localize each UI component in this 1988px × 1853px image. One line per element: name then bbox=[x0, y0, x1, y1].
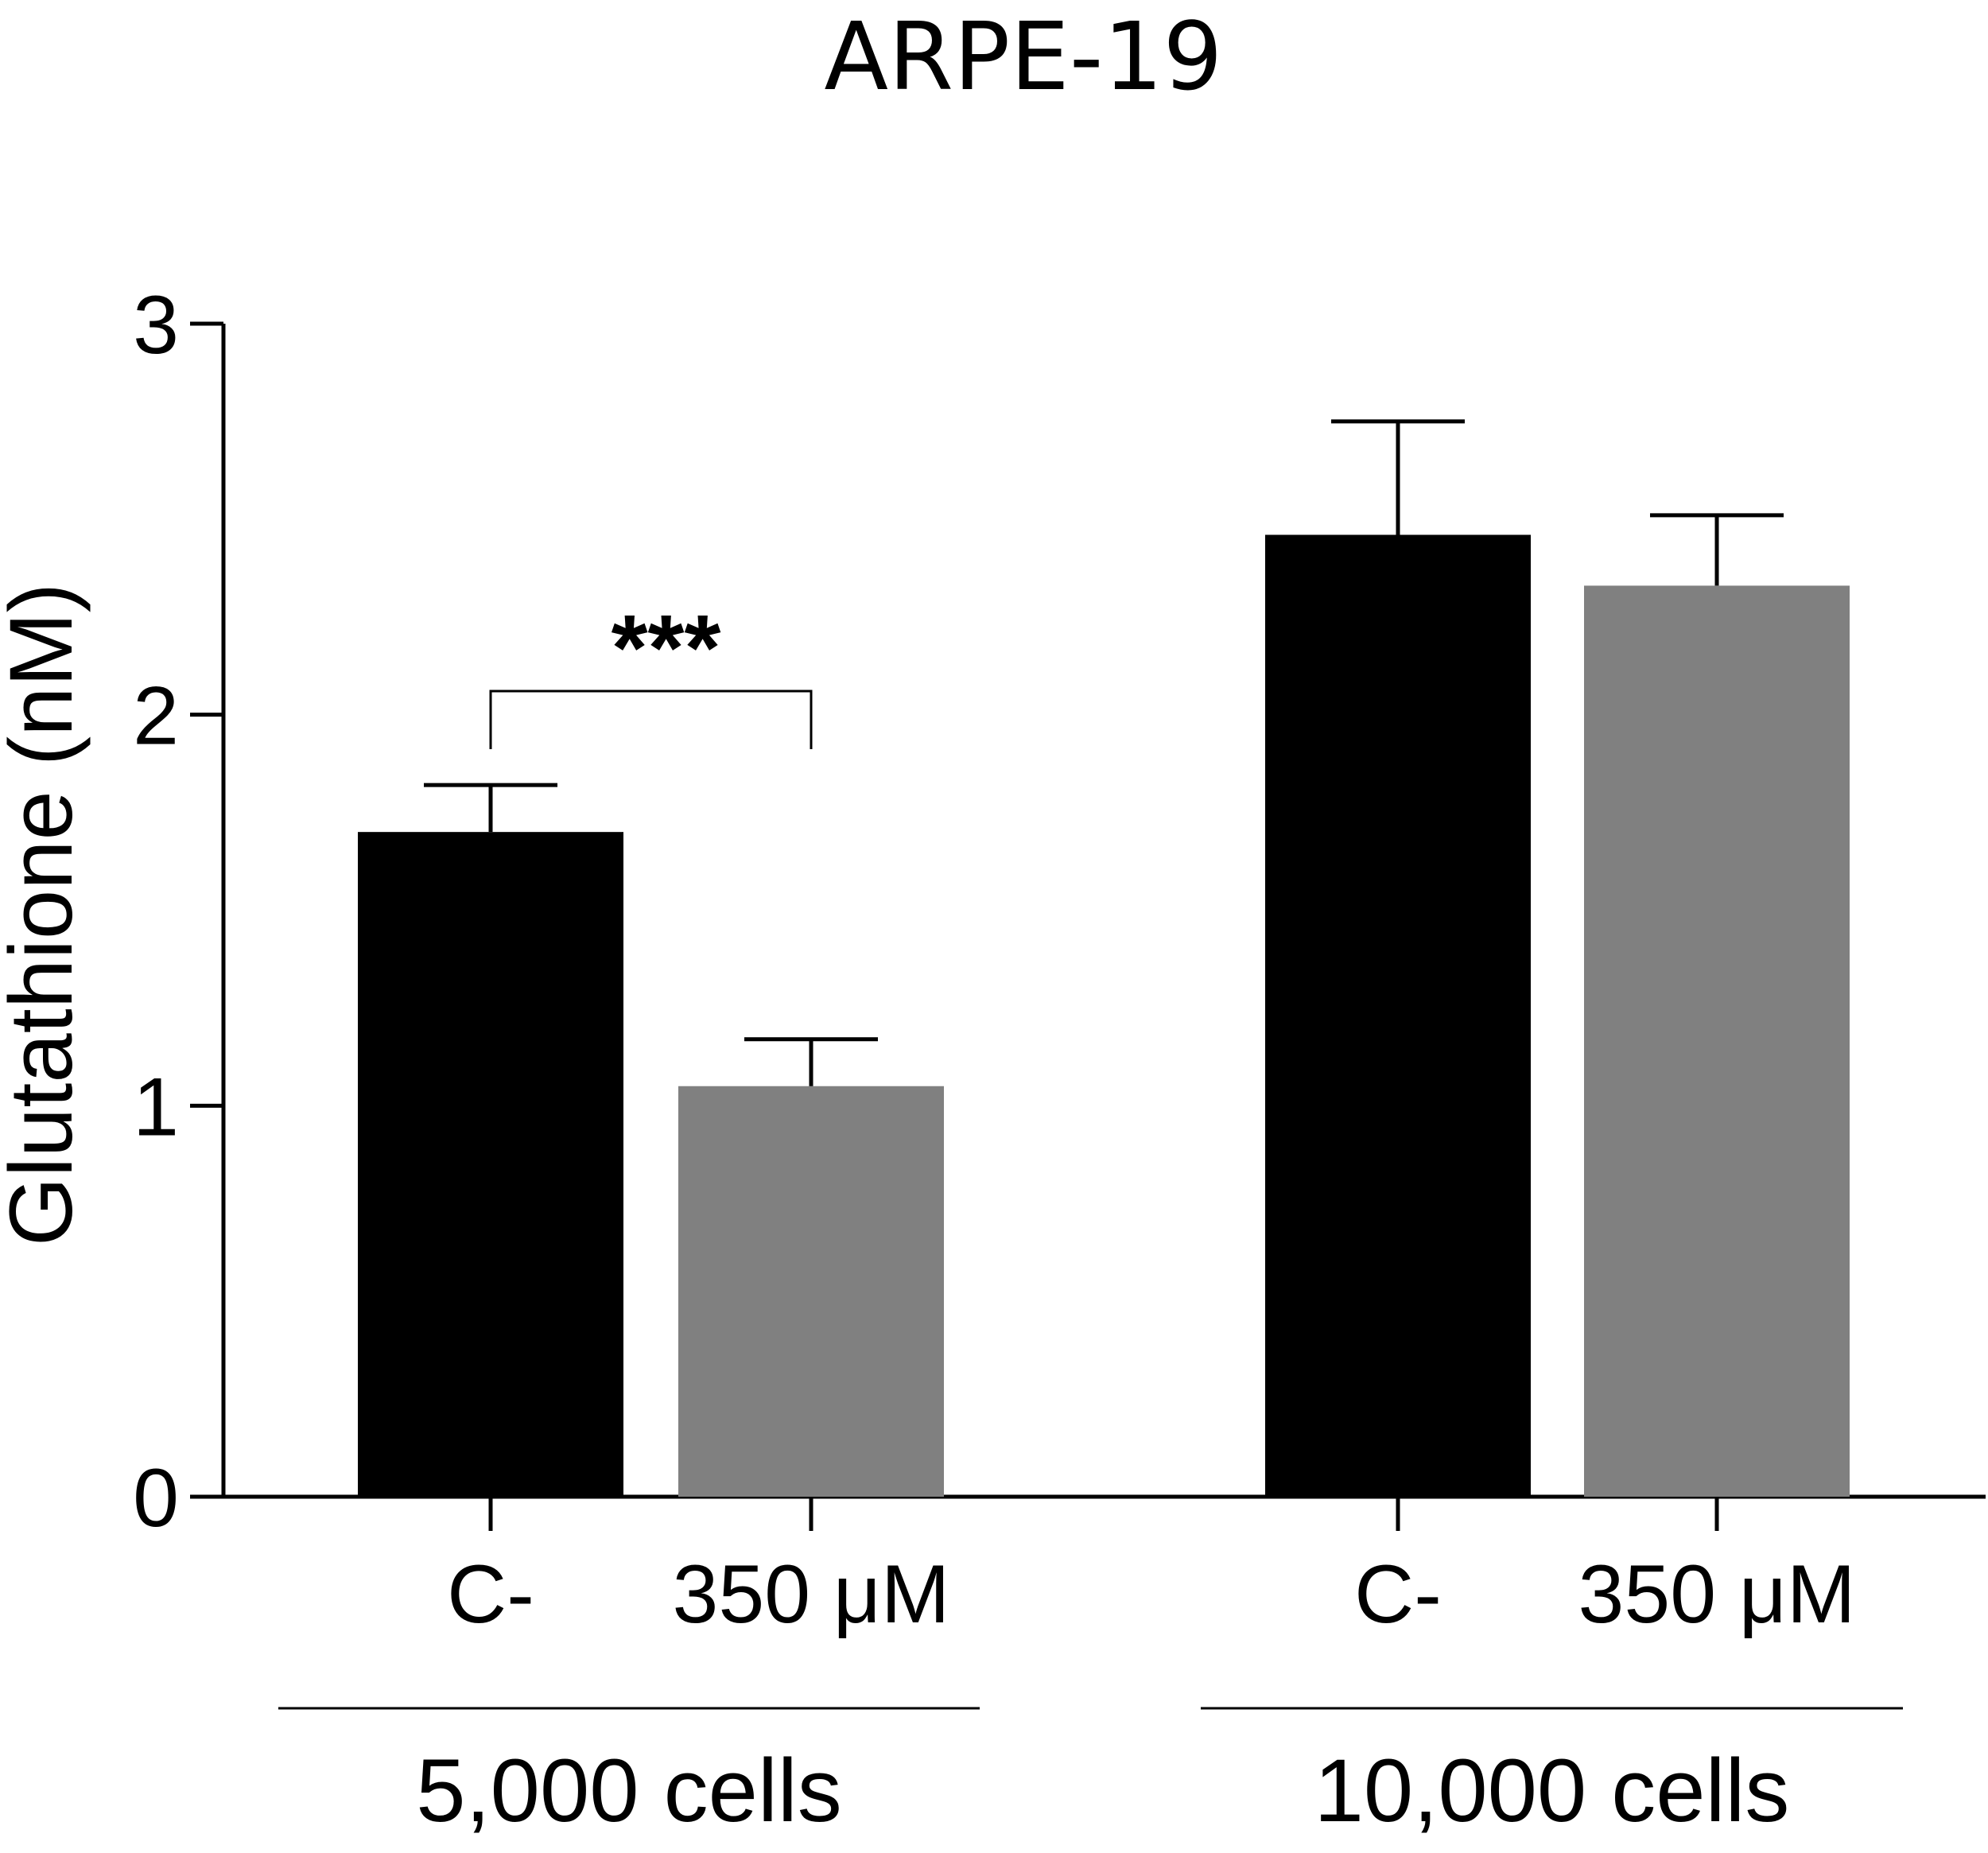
y-tick-label-3: 3 bbox=[133, 279, 179, 371]
group-label-0: 5,000 cells bbox=[416, 1741, 841, 1840]
y-axis-label: Glutathione (nM) bbox=[0, 583, 91, 1246]
x-tick-label-g1-b0: C- bbox=[1354, 1548, 1442, 1641]
significance-bracket-0 bbox=[489, 690, 813, 749]
group-label-1: 10,000 cells bbox=[1314, 1741, 1790, 1840]
x-tick-label-g1-b1: 350 μM bbox=[1578, 1548, 1856, 1641]
bars bbox=[358, 419, 1850, 1497]
y-tick-label-2: 2 bbox=[133, 670, 179, 763]
y-tick-label-1: 1 bbox=[133, 1061, 179, 1153]
chart-title: ARPE-19 bbox=[824, 2, 1222, 111]
bar-g0-b0 bbox=[358, 832, 623, 1497]
bar-g1-b1 bbox=[1584, 585, 1850, 1497]
x-tick-label-g0-b0: C- bbox=[447, 1548, 534, 1641]
x-tick-label-g0-b1: 350 μM bbox=[673, 1548, 950, 1641]
significance-label-0: *** bbox=[612, 596, 721, 701]
bar-g1-b0 bbox=[1265, 534, 1531, 1497]
bar-g0-b1 bbox=[678, 1086, 944, 1497]
y-tick-label-0: 0 bbox=[133, 1452, 179, 1544]
labels: 0 1 2 3 C- 350 μM 5,000 cells *** C- 350 μM 10,000… bbox=[133, 279, 1855, 1840]
